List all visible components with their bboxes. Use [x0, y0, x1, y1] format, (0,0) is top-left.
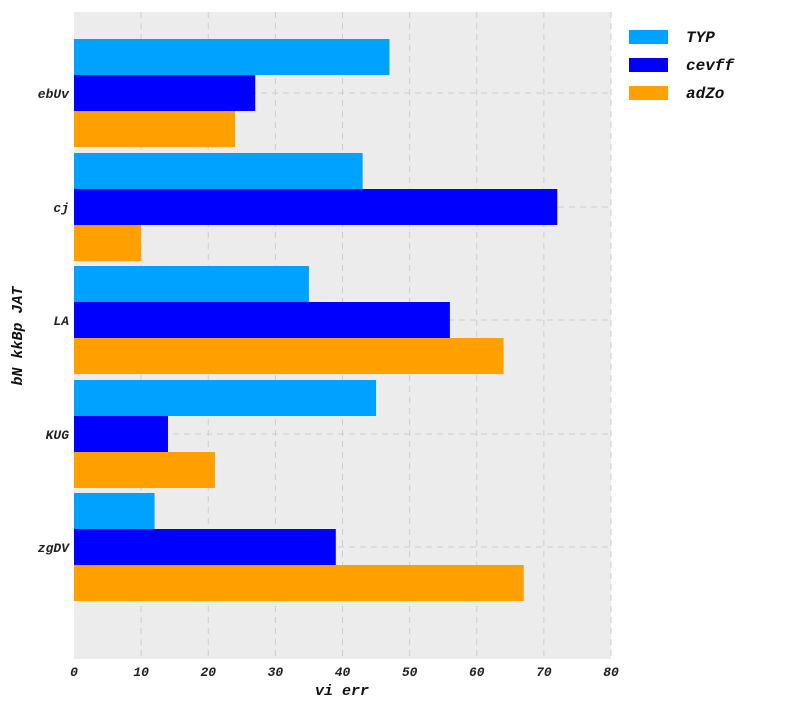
legend-label-cevff: cevff	[686, 57, 735, 75]
x-axis-ticks: 0 10 20 30 40 50 60 70 80	[70, 665, 619, 680]
bar-TYP-KUG	[74, 380, 377, 416]
bar-cevff-zgDV	[74, 529, 336, 565]
bars-group	[74, 39, 558, 601]
bar-TYP-cj	[74, 153, 363, 189]
legend-swatch-cevff	[629, 58, 668, 72]
y-axis-title: bN kkBp JAT	[10, 286, 27, 386]
bar-TYP-LA	[74, 266, 309, 302]
bar-adZo-KUG	[74, 452, 215, 488]
legend-label-TYP: TYP	[686, 29, 715, 47]
legend-swatch-adZo	[629, 86, 668, 100]
bar-cevff-ebUv	[74, 75, 256, 111]
bar-cevff-cj	[74, 189, 558, 225]
y-tick-label: cj	[53, 201, 69, 216]
y-tick-label: LA	[53, 314, 69, 329]
y-tick-label: ebUv	[38, 87, 70, 102]
x-tick-label: 10	[133, 665, 149, 680]
y-tick-label: KUG	[46, 428, 70, 443]
x-tick-label: 40	[335, 665, 351, 680]
bar-TYP-ebUv	[74, 39, 390, 75]
legend: TYP cevff adZo	[629, 29, 735, 103]
bar-adZo-ebUv	[74, 111, 236, 147]
bar-cevff-LA	[74, 302, 450, 338]
x-tick-label: 60	[469, 665, 485, 680]
bar-adZo-LA	[74, 338, 504, 374]
x-tick-label: 20	[200, 665, 216, 680]
bar-adZo-zgDV	[74, 565, 524, 601]
legend-swatch-TYP	[629, 30, 668, 44]
x-tick-label: 50	[402, 665, 418, 680]
x-axis-title: vi err	[315, 683, 369, 700]
x-tick-label: 80	[603, 665, 619, 680]
bar-TYP-zgDV	[74, 493, 155, 529]
x-tick-label: 70	[536, 665, 552, 680]
bar-adZo-cj	[74, 225, 142, 261]
y-axis-ticks: ebUv cj LA KUG zgDV	[38, 87, 70, 556]
legend-label-adZo: adZo	[686, 85, 725, 103]
x-tick-label: 30	[268, 665, 284, 680]
y-tick-label: zgDV	[38, 541, 70, 556]
bar-cevff-KUG	[74, 416, 168, 452]
x-tick-label: 0	[70, 665, 78, 680]
